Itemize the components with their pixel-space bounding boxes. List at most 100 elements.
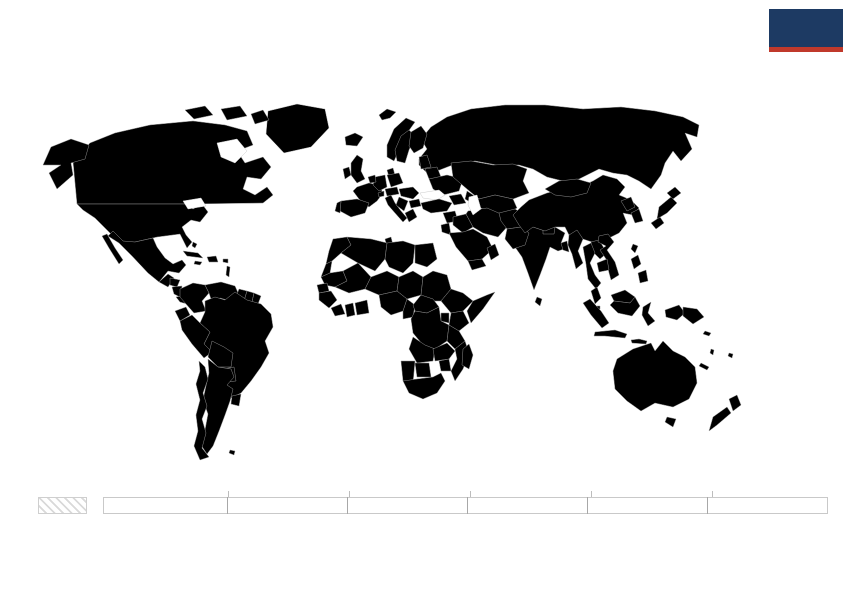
country-cambodia[interactable] <box>596 258 610 273</box>
country-jamaica[interactable] <box>193 260 203 266</box>
country-germany[interactable] <box>372 174 388 192</box>
country-philippines[interactable] <box>637 269 649 284</box>
country-benelux[interactable] <box>367 174 377 184</box>
country-baja-california[interactable] <box>101 233 124 265</box>
country-borneo-indonesia[interactable] <box>609 296 641 317</box>
country-bulgaria[interactable] <box>408 198 422 209</box>
country-australia[interactable] <box>612 340 698 412</box>
country-colombia[interactable] <box>179 282 210 314</box>
country-togo-benin[interactable] <box>354 299 370 316</box>
country-zambia[interactable] <box>432 342 456 362</box>
country-zimbabwe[interactable] <box>438 358 452 372</box>
country-malaysia[interactable] <box>590 286 602 305</box>
country-portugal[interactable] <box>334 200 342 214</box>
country-iceland[interactable] <box>344 132 364 147</box>
country-balkans[interactable] <box>395 196 409 212</box>
country-hispaniola[interactable] <box>206 255 219 263</box>
country-united-kingdom[interactable] <box>350 154 366 184</box>
country-ivory-coast[interactable] <box>330 303 346 317</box>
country-spain[interactable] <box>339 198 370 218</box>
country-iran[interactable] <box>465 207 508 238</box>
legend-no-data-swatch[interactable] <box>38 497 87 514</box>
country-fiji[interactable] <box>727 352 734 359</box>
country-south-korea[interactable] <box>630 208 644 224</box>
country-japan[interactable] <box>666 186 682 200</box>
country-japan[interactable] <box>650 216 665 230</box>
country-sri-lanka[interactable] <box>534 296 543 307</box>
legend-segment-50-100kg[interactable] <box>707 497 828 514</box>
owid-logo[interactable] <box>769 9 843 52</box>
country-bahamas[interactable] <box>191 241 198 249</box>
country-caucasus[interactable] <box>448 193 467 206</box>
country-tasmania[interactable] <box>664 416 677 428</box>
country-thailand[interactable] <box>582 242 602 290</box>
country-ghana[interactable] <box>344 302 356 318</box>
country-uganda[interactable] <box>440 312 450 324</box>
country-cameroon[interactable] <box>402 298 416 320</box>
country-honduras[interactable] <box>169 277 181 288</box>
country-angola[interactable] <box>408 336 436 364</box>
country-niger[interactable] <box>364 270 400 296</box>
country-baltics[interactable] <box>418 154 432 170</box>
legend-segment-mining[interactable] <box>103 497 228 514</box>
country-peru[interactable] <box>179 314 213 359</box>
country-libya[interactable] <box>384 240 416 274</box>
country-senegal[interactable] <box>316 282 330 294</box>
country-arctic-island[interactable] <box>220 105 248 121</box>
legend-segment-25-50kg[interactable] <box>587 497 708 514</box>
country-finland[interactable] <box>408 125 428 154</box>
country-taiwan[interactable] <box>630 243 639 254</box>
country-poland[interactable] <box>386 172 404 188</box>
country-guinea-region[interactable] <box>318 290 338 309</box>
country-lesser-antilles[interactable] <box>225 265 231 278</box>
country-turkey[interactable] <box>420 198 453 214</box>
country-madagascar[interactable] <box>461 343 474 370</box>
country-ireland[interactable] <box>342 166 352 180</box>
legend-segment-10-25kg[interactable] <box>467 497 588 514</box>
country-switzerland[interactable] <box>377 190 385 198</box>
country-uruguay[interactable] <box>230 393 242 407</box>
country-new-zealand[interactable] <box>728 394 742 412</box>
country-new-caledonia[interactable] <box>698 362 710 371</box>
country-south-africa[interactable] <box>402 372 446 400</box>
country-oman[interactable] <box>486 243 500 261</box>
country-java[interactable] <box>593 329 628 339</box>
country-greenland[interactable] <box>265 103 330 154</box>
country-bangladesh[interactable] <box>560 240 570 253</box>
country-chile[interactable] <box>193 360 210 461</box>
country-iraq[interactable] <box>452 213 474 234</box>
country-bolivia[interactable] <box>207 340 234 368</box>
country-mexico[interactable] <box>107 230 187 283</box>
country-papua-new-guinea[interactable] <box>682 306 705 325</box>
country-guatemala[interactable] <box>158 273 175 288</box>
country-sumatra[interactable] <box>582 298 610 329</box>
country-svalbard[interactable] <box>378 108 397 121</box>
country-mali[interactable] <box>334 262 372 294</box>
country-kenya[interactable] <box>448 310 470 332</box>
country-arctic-island[interactable] <box>250 109 270 125</box>
country-botswana[interactable] <box>414 362 432 378</box>
country-arctic-island[interactable] <box>184 105 214 120</box>
country-greece[interactable] <box>404 208 418 223</box>
country-canada[interactable] <box>72 120 274 205</box>
country-falkland-islands[interactable] <box>228 449 236 456</box>
country-ecuador[interactable] <box>174 306 191 322</box>
country-vietnam[interactable] <box>597 233 620 281</box>
country-puerto-rico[interactable] <box>222 258 229 264</box>
country-kazakhstan[interactable] <box>450 160 530 200</box>
country-sulawesi[interactable] <box>641 301 656 327</box>
legend-segment-0-5kg[interactable] <box>227 497 348 514</box>
legend-segment-5-10kg[interactable] <box>347 497 468 514</box>
country-france[interactable] <box>352 182 384 208</box>
country-hungary-romania[interactable] <box>398 186 420 200</box>
country-solomon-islands[interactable] <box>702 330 712 337</box>
country-north-korea[interactable] <box>620 196 636 212</box>
country-yemen[interactable] <box>467 258 487 271</box>
country-cuba[interactable] <box>182 250 204 259</box>
country-philippines[interactable] <box>630 254 642 270</box>
country-myanmar[interactable] <box>567 229 584 270</box>
country-mongolia[interactable] <box>544 178 592 198</box>
country-egypt[interactable] <box>414 242 438 268</box>
country-alaska[interactable] <box>42 138 90 190</box>
country-algeria[interactable] <box>340 236 388 272</box>
